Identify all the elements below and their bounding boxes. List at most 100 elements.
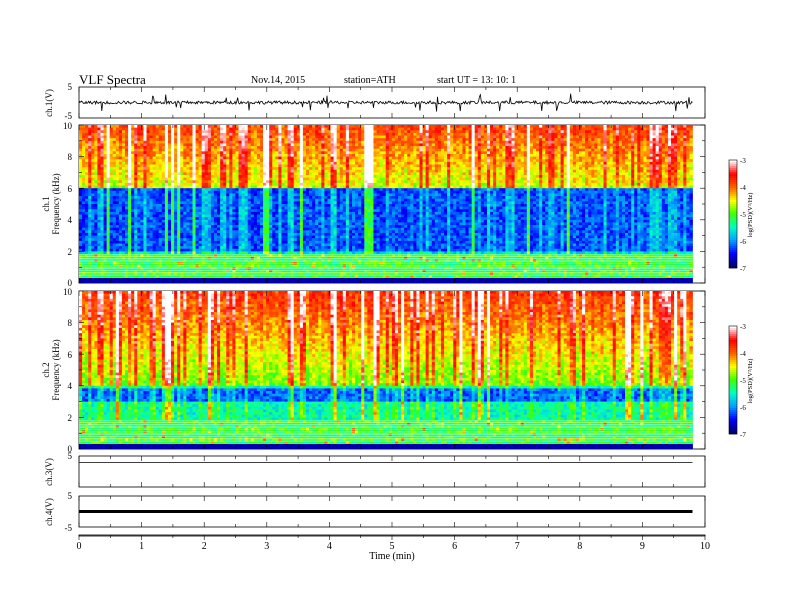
spectrogram-cell (456, 149, 459, 152)
spectrogram-cell (88, 186, 91, 189)
spectrogram-cell (665, 141, 668, 144)
spectrogram-cell (487, 146, 490, 149)
spectrogram-cell (97, 167, 100, 170)
spectrogram-cell (610, 146, 613, 149)
spectrogram-cell (450, 183, 453, 186)
spectrogram-cell (459, 180, 462, 183)
spectrogram-cell (260, 136, 263, 139)
spectrogram-cell (683, 170, 686, 173)
spectrogram-cell (668, 151, 671, 154)
spectrogram-cell (469, 188, 472, 191)
spectrogram-cell (257, 186, 260, 189)
spectrogram-cell (398, 180, 401, 183)
spectrogram-cell (392, 157, 395, 160)
spectrogram-cell (318, 146, 321, 149)
spectrogram-cell (211, 138, 214, 141)
spectrogram-cell (530, 130, 533, 133)
spectrogram-cell (383, 186, 386, 189)
spectrogram-cell (508, 178, 511, 181)
spectrogram-cell (561, 188, 564, 191)
spectrogram-cell (196, 172, 199, 175)
spectrogram-cell (386, 130, 389, 133)
spectrogram-cell (88, 133, 91, 136)
spectrogram-cell (634, 172, 637, 175)
spectrogram-cell (616, 175, 619, 178)
spectrogram-cell (321, 178, 324, 181)
spectrogram-cell (456, 188, 459, 191)
spectrogram-cell (496, 180, 499, 183)
spectrogram-cell (392, 149, 395, 152)
spectrogram-cell (312, 138, 315, 141)
spectrogram-cell (94, 143, 97, 146)
spectrogram-cell (143, 180, 146, 183)
spectrogram-cell (499, 172, 502, 175)
spectrogram-cell (199, 175, 202, 178)
spectrogram-cell (426, 136, 429, 139)
spectrogram-cell (542, 170, 545, 173)
spectrogram-cell (628, 162, 631, 165)
spectrogram-cell (281, 162, 284, 165)
spectrogram-cell (459, 170, 462, 173)
spectrogram-cell (548, 170, 551, 173)
spectrogram-cell (564, 170, 567, 173)
spectrogram-cell (680, 149, 683, 152)
spectrogram-cell (285, 157, 288, 160)
spectrogram-cell (331, 136, 334, 139)
spectrogram-cell (235, 162, 238, 165)
spectrogram-cell (487, 157, 490, 160)
spectrogram-cell (481, 162, 484, 165)
spectrogram-cell (343, 146, 346, 149)
spectrogram-cell (217, 138, 220, 141)
spectrogram-cell (564, 141, 567, 144)
spectrogram-cell (146, 178, 149, 181)
spectrogram-cell (524, 167, 527, 170)
spectrogram-cell (294, 175, 297, 178)
spectrogram-cell (217, 172, 220, 175)
spectrogram-cell (196, 180, 199, 183)
spectrogram-cell (260, 186, 263, 189)
spectrogram-cell (469, 180, 472, 183)
spectrogram-cell (192, 154, 195, 157)
spectrogram-cell (628, 175, 631, 178)
spectrogram-cell (413, 180, 416, 183)
spectrogram-cell (653, 162, 656, 165)
spectrogram-cell (315, 170, 318, 173)
spectrogram-cell (392, 133, 395, 136)
spectrogram-cell (570, 133, 573, 136)
spectrogram-cell (226, 133, 229, 136)
spectrogram-cell (551, 125, 554, 128)
spectrogram-cell (358, 146, 361, 149)
spectrogram-cell (196, 165, 199, 168)
spectrogram-cell (438, 183, 441, 186)
spectrogram-cell (496, 128, 499, 131)
spectrogram-cell (505, 143, 508, 146)
spectrogram-cell (604, 133, 607, 136)
spectrogram-cell (392, 130, 395, 133)
spectrogram-cell (79, 175, 82, 178)
spectrogram-cell (640, 125, 643, 128)
spectrogram-cell (668, 170, 671, 173)
spectrogram-cell (407, 151, 410, 154)
spectrogram-cell (429, 178, 432, 181)
spectrogram-cell (444, 151, 447, 154)
spectrogram-cell (613, 130, 616, 133)
spectrogram-cell (248, 162, 251, 165)
spectrogram-cell (119, 133, 122, 136)
spectrogram-cell (530, 128, 533, 131)
spectrogram-cell (631, 138, 634, 141)
spectrogram-cell (297, 159, 300, 162)
spectrogram-cell (499, 162, 502, 165)
spectrogram-cell (146, 143, 149, 146)
spectrogram-cell (646, 125, 649, 128)
spectrogram-cell (358, 165, 361, 168)
spectrogram-cell (340, 183, 343, 186)
spectrogram-cell (309, 162, 312, 165)
spectrogram-cell (269, 159, 272, 162)
spectrogram-cell (416, 165, 419, 168)
spectrogram-cell (226, 157, 229, 160)
spectrogram-cell (275, 183, 278, 186)
spectrogram-cell (122, 157, 125, 160)
spectrogram-cell (266, 175, 269, 178)
spectrogram-cell (588, 178, 591, 181)
spectrogram-cell (202, 154, 205, 157)
